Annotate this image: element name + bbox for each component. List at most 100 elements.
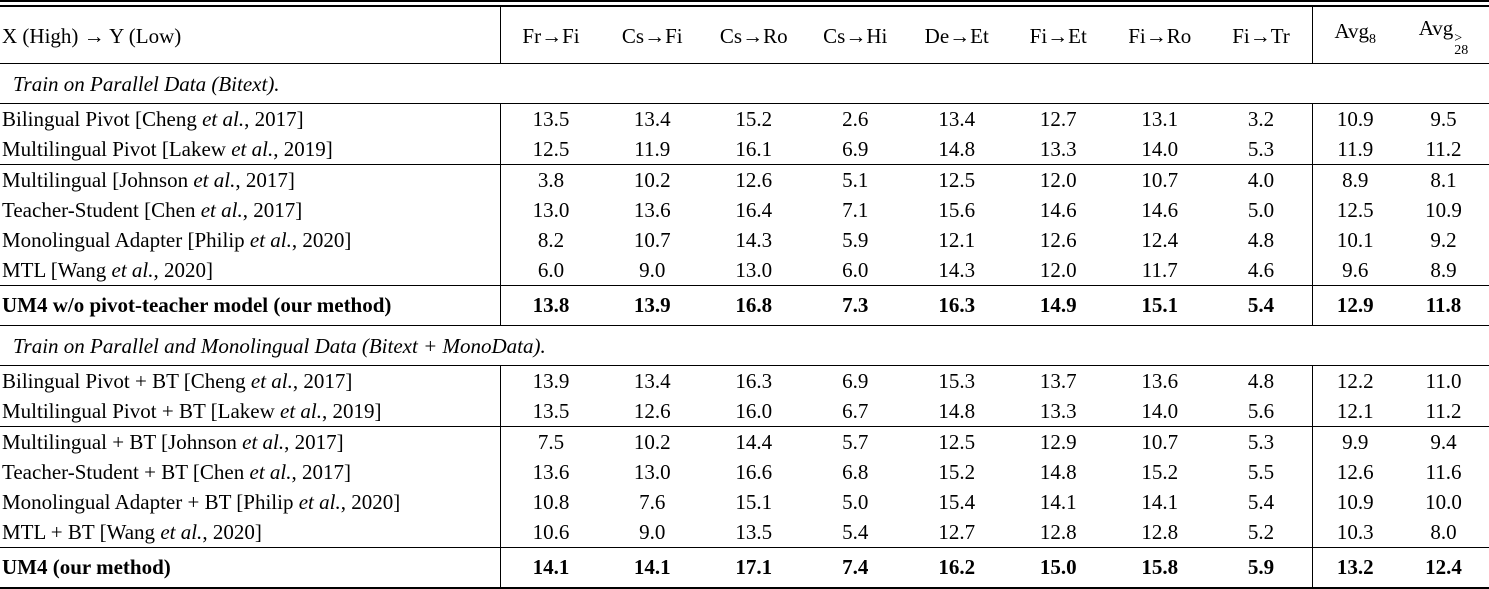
score-cell: 10.7	[633, 228, 671, 252]
score-cell: 15.2	[735, 107, 773, 131]
method-name: UM4 w/o pivot-teacher model (our method)	[0, 285, 500, 326]
score-cell: 16.2	[938, 555, 976, 579]
method-name: Bilingual Pivot + BT [Cheng et al., 2017…	[2, 369, 353, 393]
score-cell: 13.5	[703, 517, 805, 548]
score-cell: 13.6	[1141, 369, 1179, 393]
avg28-cell: 12.4	[1425, 555, 1462, 579]
avg8-cell: 10.9	[1311, 103, 1398, 134]
header-pair-cs-ro: Cs→Ro	[703, 6, 805, 64]
score-cell: 12.5	[938, 168, 976, 192]
score-cell: 13.8	[499, 285, 602, 326]
score-cell: 16.4	[735, 198, 773, 222]
score-cell: 15.2	[1141, 460, 1179, 484]
score-cell: 14.6	[1141, 198, 1179, 222]
avg8-cell: 10.1	[1311, 225, 1398, 255]
score-cell: 5.1	[842, 168, 869, 192]
score-cell: 10.2	[633, 430, 671, 454]
score-cell: 5.3	[1210, 134, 1312, 165]
score-cell: 7.1	[842, 198, 869, 222]
score-cell: 12.9	[1039, 430, 1077, 454]
score-cell: 14.4	[735, 430, 773, 454]
score-cell: 14.6	[1039, 198, 1077, 222]
method-name: Multilingual Pivot + BT [Lakew et al., 2…	[0, 396, 500, 427]
header-row: X (High) → Y (Low) Fr→Fi Cs→Fi Cs→Ro Cs→…	[0, 6, 1489, 64]
header-avg28: Avg >28	[1398, 6, 1489, 64]
score-cell: 12.4	[1141, 228, 1179, 252]
method-name: Teacher-Student + BT [Chen et al., 2017]	[2, 460, 351, 484]
header-avg8: Avg8	[1311, 6, 1398, 64]
method-name: Multilingual [Johnson et al., 2017]	[2, 168, 295, 192]
avg28-subscript: 28	[1454, 43, 1469, 58]
score-cell: 13.5	[499, 103, 602, 134]
avg28-superscript: >	[1454, 31, 1463, 46]
score-cell: 4.8	[1247, 228, 1275, 252]
table-row-bilingual-pivot-bt: Bilingual Pivot + BT [Cheng et al., 2017…	[0, 365, 1489, 396]
score-cell: 15.0	[1039, 555, 1077, 579]
score-cell: 11.9	[601, 134, 703, 165]
method-name: UM4 (our method)	[2, 555, 171, 579]
table-row-monolingual-adapter: Monolingual Adapter [Philip et al., 2020…	[0, 225, 1489, 255]
score-cell: 12.8	[1109, 517, 1211, 548]
score-cell: 15.2	[938, 460, 976, 484]
score-cell: 15.1	[1109, 285, 1211, 326]
score-cell: 4.0	[1247, 168, 1275, 192]
score-cell: 15.6	[938, 198, 976, 222]
score-cell: 7.3	[804, 285, 906, 326]
score-cell: 13.0	[499, 195, 602, 225]
table-row-teacher-student-bt: Teacher-Student + BT [Chen et al., 2017]…	[0, 457, 1489, 487]
score-cell: 13.6	[499, 457, 602, 487]
avg28-cell: 8.0	[1398, 517, 1489, 548]
score-cell: 14.3	[735, 228, 773, 252]
score-cell: 5.9	[1247, 555, 1275, 579]
avg28-cell: 11.6	[1425, 460, 1462, 484]
score-cell: 12.5	[499, 134, 602, 165]
score-cell: 5.3	[1247, 430, 1275, 454]
header-pair-fi-tr: Fi→Tr	[1210, 6, 1312, 64]
section-title-bitext-monodata: Train on Parallel and Monolingual Data (…	[0, 325, 1489, 366]
section-heading-row-bitext-monodata: Train on Parallel and Monolingual Data (…	[0, 325, 1489, 366]
score-cell: 12.5	[938, 430, 976, 454]
table-row-multilingual: Multilingual [Johnson et al., 2017] 3.8 …	[0, 164, 1489, 195]
score-cell: 4.8	[1247, 369, 1275, 393]
score-cell: 7.6	[639, 490, 666, 514]
score-cell: 7.4	[842, 555, 869, 579]
score-cell: 2.6	[842, 107, 869, 131]
avg8-cell: 13.2	[1311, 547, 1398, 588]
score-cell: 10.7	[1141, 168, 1179, 192]
score-cell: 16.1	[703, 134, 805, 165]
avg8-subscript: 8	[1369, 32, 1377, 48]
score-cell: 9.0	[601, 517, 703, 548]
score-cell: 6.7	[804, 396, 906, 427]
avg8-label: Avg	[1334, 19, 1370, 44]
avg8-cell: 12.1	[1311, 396, 1398, 427]
score-cell: 5.0	[1247, 198, 1275, 222]
score-cell: 7.5	[499, 426, 602, 457]
avg8-cell: 12.9	[1311, 285, 1398, 326]
avg28-cell: 11.2	[1398, 396, 1489, 427]
score-cell: 6.0	[499, 255, 602, 286]
score-cell: 16.8	[703, 285, 805, 326]
score-cell: 12.0	[1007, 255, 1109, 286]
score-cell: 14.1	[1141, 490, 1179, 514]
score-cell: 10.2	[633, 168, 671, 192]
score-cell: 13.1	[1141, 107, 1179, 131]
our-method-row-um4: UM4 (our method) 14.1 14.1 17.1 7.4 16.2…	[0, 547, 1489, 588]
score-cell: 17.1	[735, 555, 773, 579]
avg28-cell: 10.9	[1425, 198, 1462, 222]
method-name: Multilingual Pivot [Lakew et al., 2019]	[0, 134, 500, 165]
avg28-label: Avg	[1418, 16, 1454, 40]
score-cell: 6.9	[842, 369, 869, 393]
avg8-cell: 12.2	[1311, 365, 1398, 396]
score-cell: 13.0	[633, 460, 671, 484]
section-title-bitext: Train on Parallel Data (Bitext).	[0, 63, 1489, 104]
avg28-cell: 9.4	[1430, 430, 1457, 454]
avg28-cell: 10.0	[1425, 490, 1462, 514]
score-cell: 5.9	[842, 228, 869, 252]
score-cell: 16.6	[735, 460, 773, 484]
header-pair-fi-et: Fi→Et	[1007, 6, 1109, 64]
avg28-cell: 9.5	[1430, 107, 1457, 131]
table-row-mtl: MTL [Wang et al., 2020] 6.0 9.0 13.0 6.0…	[0, 255, 1489, 286]
score-cell: 5.4	[1247, 490, 1275, 514]
table-row-multilingual-pivot: Multilingual Pivot [Lakew et al., 2019] …	[0, 134, 1489, 165]
